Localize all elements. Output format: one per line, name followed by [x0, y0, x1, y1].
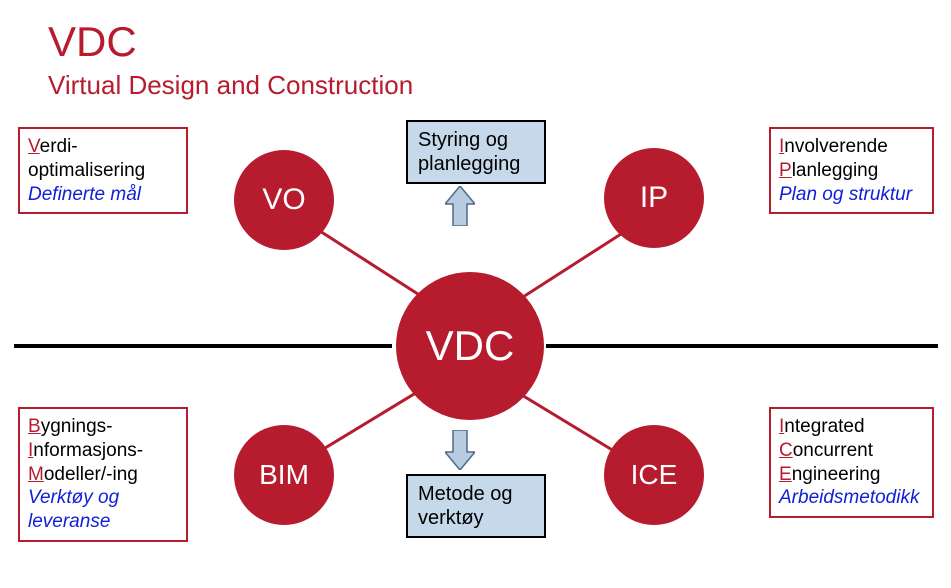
center-circle: VDC: [396, 272, 544, 420]
box-bim-l1: Bygnings-: [28, 415, 178, 439]
blue-box-top-l2: planlegging: [418, 152, 534, 176]
box-vo-l2: optimalisering: [28, 159, 178, 183]
hline-right: [546, 344, 938, 348]
box-ice-l3: Engineering: [779, 463, 924, 487]
arrow-down-icon: [445, 430, 475, 470]
blue-box-bot: Metode og verktøy: [406, 474, 546, 538]
info-box-ice: Integrated Concurrent Engineering Arbeid…: [769, 407, 934, 518]
box-ice-blue: Arbeidsmetodikk: [779, 486, 924, 510]
box-bim-l2: Informasjons-: [28, 439, 178, 463]
node-ip: IP: [604, 148, 704, 248]
blue-box-top: Styring og planlegging: [406, 120, 546, 184]
box-ip-l2: Planlegging: [779, 159, 924, 183]
box-vo-blue: Definerte mål: [28, 183, 178, 207]
node-ice: ICE: [604, 425, 704, 525]
node-ice-label: ICE: [631, 459, 678, 491]
blue-box-bot-l2: verktøy: [418, 506, 534, 530]
box-bim-blue: Verktøy og leveranse: [28, 486, 178, 534]
info-box-bim: Bygnings- Informasjons- Modeller/-ing Ve…: [18, 407, 188, 542]
arrow-up-icon: [445, 186, 475, 226]
info-box-vo: Verdi- optimalisering Definerte mål: [18, 127, 188, 214]
box-ip-blue: Plan og struktur: [779, 183, 924, 207]
center-label: VDC: [426, 322, 515, 370]
box-vo-l1: Verdi-: [28, 135, 178, 159]
box-ip-l1: Involverende: [779, 135, 924, 159]
node-bim-label: BIM: [259, 459, 309, 491]
box-ice-l2: Concurrent: [779, 439, 924, 463]
node-ip-label: IP: [640, 181, 668, 215]
blue-box-bot-l1: Metode og: [418, 482, 534, 506]
node-bim: BIM: [234, 425, 334, 525]
node-vo-label: VO: [262, 183, 305, 217]
title-sub: Virtual Design and Construction: [48, 70, 413, 101]
blue-box-top-l1: Styring og: [418, 128, 534, 152]
title-main: VDC: [48, 18, 137, 66]
box-ice-l1: Integrated: [779, 415, 924, 439]
info-box-ip: Involverende Planlegging Plan og struktu…: [769, 127, 934, 214]
node-vo: VO: [234, 150, 334, 250]
hline-left: [14, 344, 392, 348]
box-bim-l3: Modeller/-ing: [28, 463, 178, 487]
